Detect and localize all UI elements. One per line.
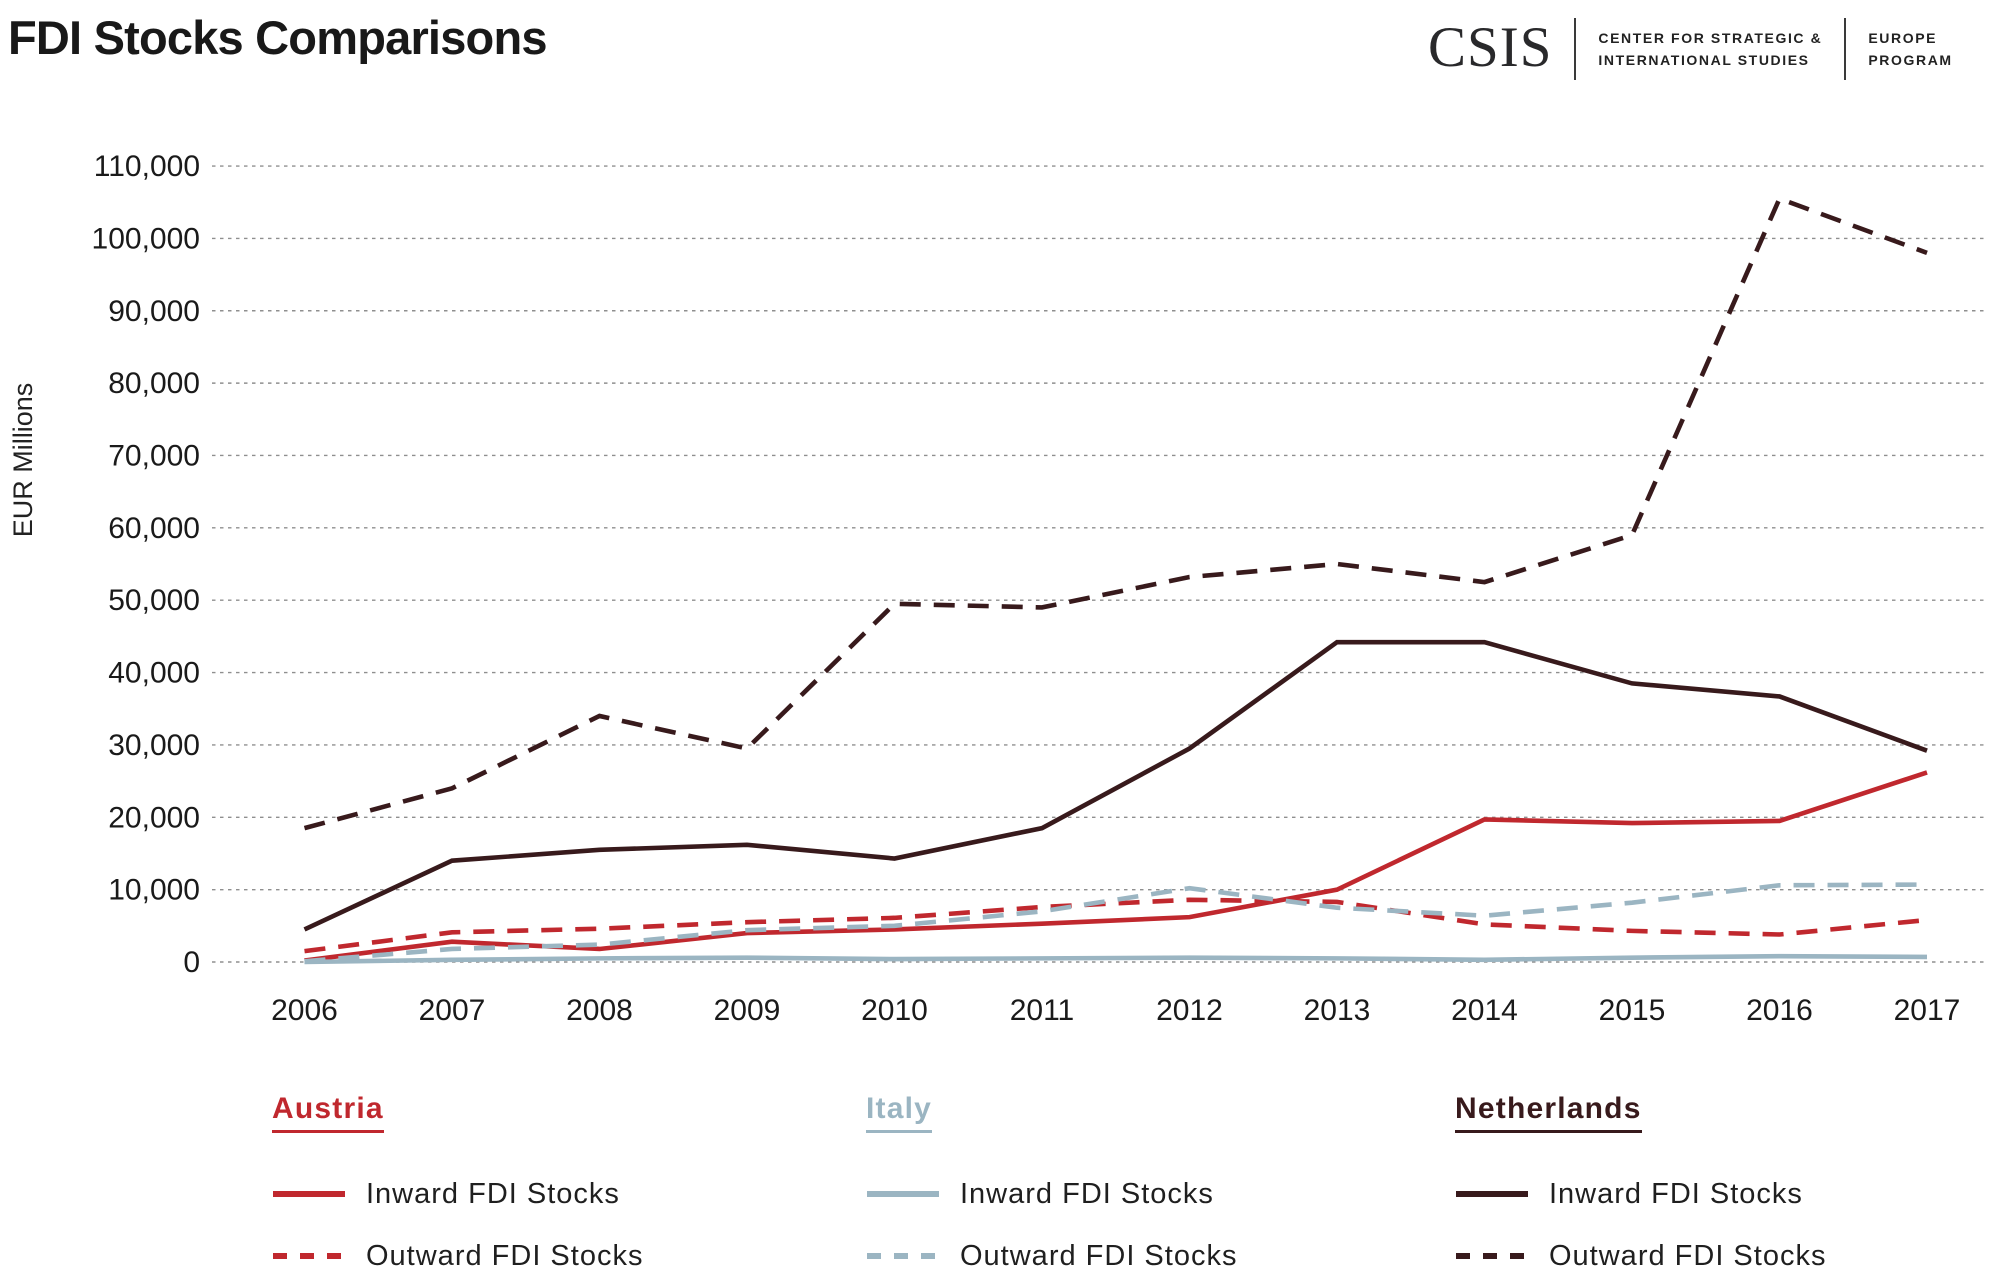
y-tick-label: 80,000 [108, 367, 200, 400]
series-line-italy-outward [304, 882, 1928, 964]
x-tick-label: 2009 [714, 994, 781, 1027]
legend-item-inward: Inward FDI Stocks [866, 1175, 1237, 1213]
y-tick-label: 70,000 [108, 439, 200, 472]
y-tick-label: 110,000 [94, 150, 200, 183]
series-line-austria-outward [304, 897, 1928, 954]
x-tick-label: 2015 [1599, 994, 1666, 1027]
x-tick-label: 2007 [419, 994, 486, 1027]
page-title: FDI Stocks Comparisons [8, 11, 548, 64]
y-tick-label: 20,000 [108, 801, 200, 834]
x-tick-label: 2008 [566, 994, 633, 1027]
legend-group-italy: Italy Inward FDI Stocks Outward FDI Stoc… [866, 1092, 1237, 1272]
legend-item-label: Outward FDI Stocks [960, 1239, 1238, 1272]
y-tick-label: 30,000 [108, 729, 200, 762]
solid-line-swatch [867, 1191, 939, 1197]
solid-line-swatch [1456, 1191, 1528, 1197]
legend-item-outward: Outward FDI Stocks [866, 1237, 1237, 1272]
csis-org-line1: CENTER FOR STRATEGIC & [1598, 29, 1823, 46]
csis-program-name: EUROPE PROGRAM [1868, 27, 1952, 72]
dashed-line-swatch [1456, 1253, 1528, 1259]
csis-logo: CSIS CENTER FOR STRATEGIC & INTERNATIONA… [1428, 16, 1953, 82]
x-tick-label: 2016 [1746, 994, 1813, 1027]
legend-item-label: Inward FDI Stocks [1549, 1177, 1803, 1210]
legend-item-label: Inward FDI Stocks [366, 1177, 620, 1210]
legend-country-label: Italy [866, 1092, 933, 1133]
series-line-austria-inward [304, 770, 1928, 963]
csis-program-line2: PROGRAM [1868, 52, 1953, 68]
csis-org-line2: INTERNATIONAL STUDIES [1598, 52, 1810, 68]
legend-item-label: Inward FDI Stocks [960, 1177, 1214, 1210]
series-line-netherlands-outward [303, 195, 1928, 831]
dashed-line-swatch [867, 1253, 939, 1259]
x-tick-label: 2006 [271, 994, 338, 1027]
x-tick-label: 2012 [1156, 994, 1223, 1027]
legend-item-label: Outward FDI Stocks [366, 1239, 644, 1272]
y-tick-label: 40,000 [108, 657, 200, 690]
y-tick-label: 0 [183, 946, 200, 979]
legend-item-outward: Outward FDI Stocks [1455, 1237, 1826, 1272]
logo-divider [1574, 18, 1577, 80]
csis-program-line1: EUROPE [1868, 29, 1938, 46]
csis-logo-acronym: CSIS [1428, 15, 1553, 79]
logo-divider [1844, 18, 1847, 80]
legend-item-inward: Inward FDI Stocks [272, 1175, 643, 1213]
dashed-line-swatch [273, 1253, 345, 1259]
y-axis-title: EUR Millions [8, 383, 38, 538]
csis-org-name: CENTER FOR STRATEGIC & INTERNATIONAL STU… [1598, 27, 1822, 72]
x-tick-label: 2011 [1010, 994, 1075, 1027]
legend-country-label: Netherlands [1455, 1092, 1642, 1133]
solid-line-swatch [273, 1191, 345, 1197]
y-tick-label: 10,000 [108, 874, 200, 907]
x-tick-label: 2010 [861, 994, 928, 1027]
series-line-italy-inward [304, 953, 1928, 965]
x-tick-label: 2014 [1451, 994, 1518, 1027]
y-tick-label: 60,000 [108, 512, 200, 545]
x-tick-label: 2017 [1894, 994, 1961, 1027]
y-tick-label: 50,000 [108, 584, 200, 617]
legend-item-outward: Outward FDI Stocks [272, 1237, 643, 1272]
y-tick-label: 90,000 [108, 295, 200, 328]
legend-item-label: Outward FDI Stocks [1549, 1239, 1827, 1272]
legend-item-inward: Inward FDI Stocks [1455, 1175, 1826, 1213]
legend-group-netherlands: Netherlands Inward FDI Stocks Outward FD… [1455, 1092, 1826, 1272]
y-tick-label: 100,000 [92, 222, 200, 255]
legend-group-austria: Austria Inward FDI Stocks Outward FDI St… [272, 1092, 643, 1272]
legend-country-label: Austria [272, 1092, 384, 1133]
series-line-netherlands-inward [303, 639, 1928, 932]
x-tick-label: 2013 [1304, 994, 1371, 1027]
